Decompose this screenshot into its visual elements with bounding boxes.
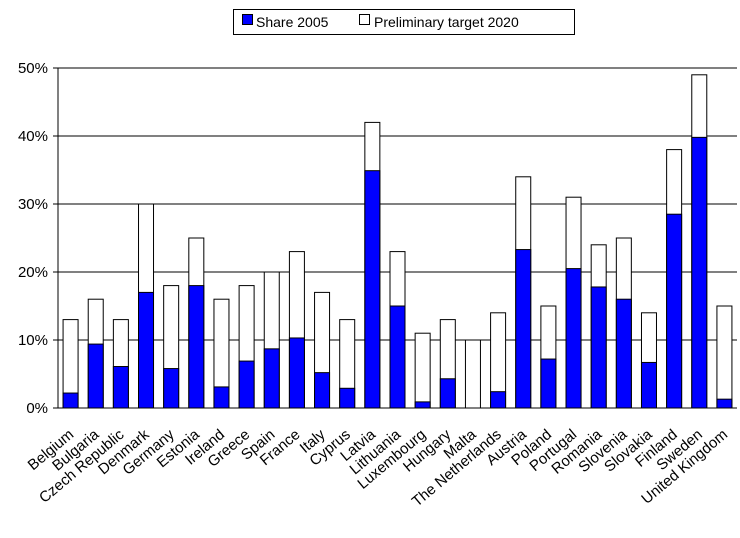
y-tick-label: 30%: [18, 196, 48, 213]
legend-swatch-share-2005: [242, 14, 253, 25]
bar-share-2005: [112, 366, 129, 409]
bar-share-2005: [640, 361, 657, 409]
y-tick-label: 40%: [18, 128, 48, 145]
bar-share-2005: [263, 348, 280, 409]
bar-share-2005: [188, 285, 205, 409]
y-tick-label: 10%: [18, 332, 48, 349]
bar-share-2005: [389, 305, 406, 409]
bar-share-2005: [213, 386, 230, 409]
bar-target-2020: [414, 332, 431, 409]
bar-share-2005: [615, 298, 632, 409]
bar-share-2005: [414, 401, 431, 409]
bar-share-2005: [515, 249, 532, 409]
legend: Share 2005 Preliminary target 2020: [233, 9, 575, 35]
bar-share-2005: [716, 398, 733, 409]
bar-share-2005: [439, 378, 456, 409]
legend-swatch-target-2020: [359, 14, 370, 25]
bar-share-2005: [364, 170, 381, 409]
y-tick-label: 50%: [18, 60, 48, 77]
bar-share-2005: [691, 136, 708, 409]
bar-share-2005: [490, 391, 507, 409]
y-tick-label: 0%: [26, 400, 48, 417]
bar-share-2005: [238, 360, 255, 409]
bar-share-2005: [565, 268, 582, 409]
bar-share-2005: [62, 392, 79, 409]
bar-share-2005: [339, 387, 356, 409]
bar-share-2005: [163, 368, 180, 409]
bar-target-2020: [464, 339, 481, 409]
bar-share-2005: [138, 291, 155, 409]
bar-share-2005: [666, 213, 683, 409]
legend-label-share-2005: Share 2005: [256, 14, 329, 30]
bar-share-2005: [314, 372, 331, 409]
y-tick-label: 20%: [18, 264, 48, 281]
bar-share-2005: [87, 343, 104, 409]
legend-label-target-2020: Preliminary target 2020: [374, 14, 519, 30]
bar-share-2005: [288, 337, 305, 409]
bar-target-2020: [716, 305, 733, 409]
bar-share-2005: [590, 286, 607, 409]
bar-share-2005: [540, 358, 557, 409]
